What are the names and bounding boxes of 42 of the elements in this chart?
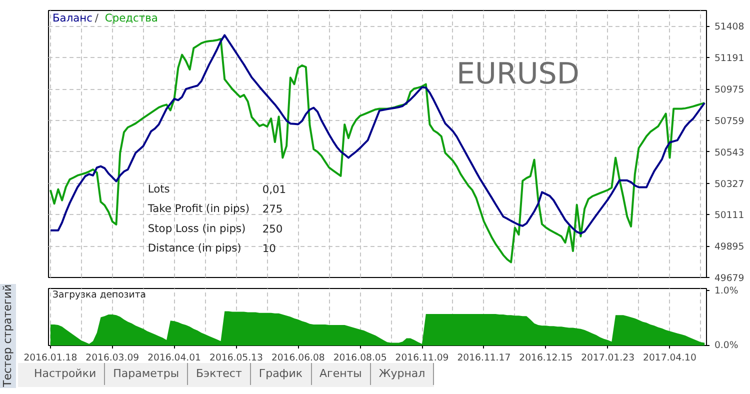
y-tick-label: 50543 — [714, 147, 744, 158]
annotation: 10 — [262, 242, 276, 255]
x-tick-label: 2017.01.23 — [581, 352, 635, 364]
y-tick-label: 51191 — [714, 53, 744, 64]
text: Настройки — [26, 363, 106, 385]
x-tick-label: 2016.12.15 — [519, 352, 573, 364]
text: Тестер стратегий — [0, 284, 16, 388]
y-tick-label: 50759 — [714, 116, 744, 128]
y-tick-label: 49679 — [714, 273, 744, 284]
text: Журнал — [370, 363, 434, 385]
x-tick-label: 2016.05.13 — [210, 352, 263, 364]
text: График — [250, 363, 312, 385]
annotation: 250 — [262, 222, 283, 236]
text: Средства — [104, 12, 158, 24]
annotation: 275 — [262, 202, 283, 216]
x-tick-label: 2016.11.17 — [457, 352, 511, 364]
x-tick-label: 2016.08.05 — [333, 352, 387, 364]
y-tick-label: 50975 — [714, 84, 744, 96]
y-tick-label: 0.0% — [714, 340, 738, 351]
y-tick-label: 1.0% — [714, 286, 738, 296]
x-tick-label: 2016.01.18 — [24, 352, 78, 364]
y-tick-label: 49895 — [714, 242, 744, 253]
x-tick-label: 2016.03.09 — [86, 352, 140, 364]
text: Бэктест — [188, 363, 251, 385]
annotation: Lots — [148, 182, 170, 196]
text: Баланс — [52, 12, 93, 24]
annotation: Take Profit (in pips) — [146, 202, 250, 216]
x-tick-label: 2016.06.08 — [271, 352, 325, 364]
annotation: / — [94, 12, 99, 24]
x-tick-label: 2016.11.09 — [395, 352, 449, 364]
annotation: Stop Loss (in pips) — [148, 222, 246, 235]
annotation: 0,01 — [262, 183, 286, 196]
y-tick-label: 51408 — [714, 22, 744, 33]
x-tick-label: 2016.04.01 — [148, 352, 202, 364]
x-tick-label: 2017.04.10 — [643, 352, 696, 364]
y-tick-label: 50111 — [714, 210, 744, 222]
text: Агенты — [312, 363, 371, 385]
chart-title: Загрузка депозита — [52, 290, 146, 300]
text: EURUSD — [456, 56, 580, 91]
y-tick-label: 50327 — [714, 178, 744, 190]
annotation: Distance (in pips) — [148, 241, 242, 254]
text: Параметры — [105, 363, 188, 385]
